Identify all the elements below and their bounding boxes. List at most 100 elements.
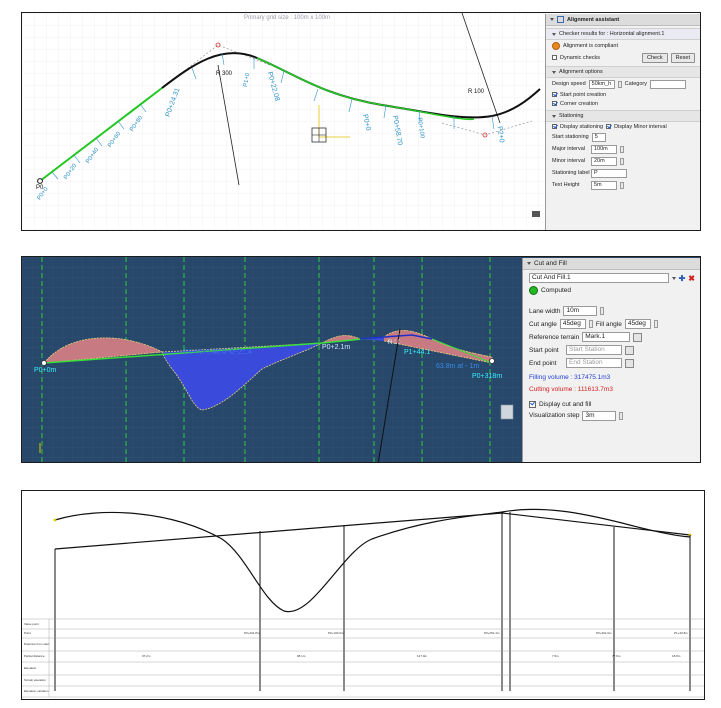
profile-point-values: P0+201.8m P0+100.0m P0+251.4m P0+301.9m … (244, 631, 688, 635)
major-interval-spinner[interactable] (620, 145, 624, 153)
start-point-label: Start point (529, 346, 559, 354)
fill-angle-input[interactable]: 45deg (624, 319, 651, 329)
check-button[interactable]: Check (642, 52, 668, 63)
compliance-row: Alignment is compliant (546, 40, 700, 51)
table-cell: P1+40.8m (674, 631, 688, 635)
checker-section-header[interactable]: Checker results for : Horizontal alignme… (546, 28, 700, 40)
end-point-input[interactable]: End Station (566, 358, 622, 368)
text-height-label: Text Height (552, 182, 580, 188)
design-speed-input[interactable]: 50km_h (588, 79, 615, 89)
alignment-canvas[interactable] (22, 13, 701, 231)
start-point-input[interactable]: Start Station (566, 345, 622, 355)
stationing-section-header[interactable]: Stationing (546, 110, 700, 122)
corner-row[interactable]: Corner creation (546, 99, 700, 108)
route-icon (557, 16, 564, 23)
profile-partial-values: 97.2m 98.1m 127.9m 7.5m 77.6m 18.8m (142, 654, 681, 658)
corner-label: Corner creation (560, 100, 598, 107)
cut-fill-start-label: P0+0m (34, 367, 57, 374)
table-cell: 18.8m (672, 654, 681, 658)
display-stationing-checkbox[interactable] (552, 124, 557, 129)
cut-fill-canvas[interactable] (22, 257, 701, 463)
category-input[interactable] (649, 79, 686, 89)
visualization-step-input[interactable]: 3m (582, 410, 617, 421)
selector-row: Cut And Fill.1 ✚ ✖ (523, 270, 700, 285)
stationing-label-input[interactable]: P (591, 168, 627, 178)
chevron-down-icon[interactable] (671, 276, 676, 280)
collapse-icon[interactable] (552, 114, 556, 118)
display-minor-label: Display Minor interval (614, 123, 667, 130)
dynamic-checks-checkbox[interactable] (552, 55, 557, 60)
minor-interval-input[interactable]: 20m (591, 156, 617, 166)
table-cell: 77.6m (612, 654, 621, 658)
visualization-step-spinner[interactable] (619, 411, 624, 420)
stationing-header: Stationing (559, 113, 584, 119)
start-point-checkbox[interactable] (552, 92, 557, 97)
alignment-tangent-green[interactable] (39, 87, 163, 182)
start-stationing-label: Start stationing (552, 134, 589, 140)
major-interval-row: Major interval 100m (546, 143, 700, 155)
table-cell: P0+201.8m (244, 631, 260, 635)
panel-header[interactable]: Alignment assistant (546, 14, 700, 26)
reference-terrain-input[interactable]: Mark.1 (582, 332, 631, 342)
cut-angle-input[interactable]: 45deg (559, 319, 586, 329)
pick-terrain-icon[interactable] (633, 332, 643, 342)
reference-terrain-label: Reference terrain (529, 333, 580, 341)
profile-canvas[interactable]: Value point Point Distance from start Pa… (22, 491, 705, 700)
alignment-assistant-panel[interactable]: Alignment assistant Checker results for … (545, 14, 700, 230)
fill-angle-spinner[interactable] (653, 320, 658, 328)
start-point-row[interactable]: Start point creation (546, 90, 700, 99)
stationing-label-label: Stationing label (552, 170, 590, 176)
start-point-row: Start point Start Station (523, 344, 700, 357)
computed-status-icon (529, 286, 538, 295)
cut-fill-selector[interactable]: Cut And Fill.1 (529, 273, 669, 283)
fill-angle-label: Fill angle (595, 320, 622, 328)
options-section-header[interactable]: Alignment options (546, 66, 700, 78)
table-cell: 7.5m (552, 654, 559, 658)
collapse-icon[interactable] (550, 18, 554, 21)
cut-fill-mid-label: P0+2.1m (322, 344, 351, 351)
add-icon[interactable]: ✚ (678, 273, 686, 283)
text-height-spinner[interactable] (620, 181, 624, 189)
cut-angle-spinner[interactable] (588, 320, 593, 328)
display-stationing-row[interactable]: Display stationing Display Minor interva… (546, 122, 700, 131)
alignment-view[interactable]: Primary grid size : 100m x 100m R 300 R … (21, 12, 701, 231)
reset-button[interactable]: Reset (670, 52, 695, 63)
cutting-volume: Cutting volume : 111613.7m3 (529, 386, 613, 393)
station-start-label: P0 (36, 185, 44, 191)
major-interval-input[interactable]: 100m (591, 144, 617, 154)
minor-interval-spinner[interactable] (620, 157, 624, 165)
collapse-icon[interactable] (552, 70, 556, 74)
table-row-label: Partial distance (24, 654, 45, 658)
profile-view[interactable]: Value point Point Distance from start Pa… (21, 490, 705, 700)
profile-table-labels: Value point Point Distance from start Pa… (24, 622, 49, 693)
collapse-icon[interactable] (552, 32, 556, 36)
corner-checkbox[interactable] (552, 101, 557, 106)
table-cell: 97.2m (142, 654, 151, 658)
dynamic-checks-row[interactable]: Dynamic checks Check Reset (546, 51, 700, 64)
category-label: Category (624, 81, 647, 87)
design-speed-spinner[interactable] (617, 80, 622, 88)
table-row-label: Terrain elevation (24, 678, 46, 682)
pick-start-icon[interactable] (625, 345, 634, 355)
display-minor-checkbox[interactable] (606, 124, 612, 129)
pick-end-icon[interactable] (625, 358, 634, 368)
text-height-input[interactable]: 5m (591, 180, 617, 190)
panel-header[interactable]: Cut and Fill (523, 258, 700, 270)
visualization-step-row: Visualization step 3m (523, 409, 700, 422)
table-row-label: Point (24, 631, 31, 635)
collapse-icon[interactable] (527, 262, 531, 265)
lane-width-input[interactable]: 10m (563, 306, 598, 316)
start-stationing-input[interactable]: 5 (591, 132, 606, 142)
lane-width-spinner[interactable] (600, 307, 605, 315)
minor-interval-row: Minor interval 20m (546, 155, 700, 167)
delete-icon[interactable]: ✖ (688, 273, 695, 283)
status-text: Computed (541, 287, 571, 294)
cut-fill-mid-left-label: P0+ 0+2.48 0+0+2.14 (184, 349, 252, 356)
cut-fill-radius-label: R 10 (388, 340, 401, 346)
cut-fill-panel[interactable]: Cut and Fill Cut And Fill.1 ✚ ✖ Computed… (522, 258, 700, 462)
cut-fill-view[interactable]: P0+0m P0+ 0+2.48 0+0+2.14 P0+2.1m R 10 P… (21, 256, 701, 463)
status-row: Computed (523, 285, 700, 297)
display-cut-fill-row[interactable]: Display cut and fill (523, 395, 700, 410)
display-cut-fill-checkbox[interactable] (529, 400, 536, 408)
cut-angle-label: Cut angle (529, 320, 557, 328)
